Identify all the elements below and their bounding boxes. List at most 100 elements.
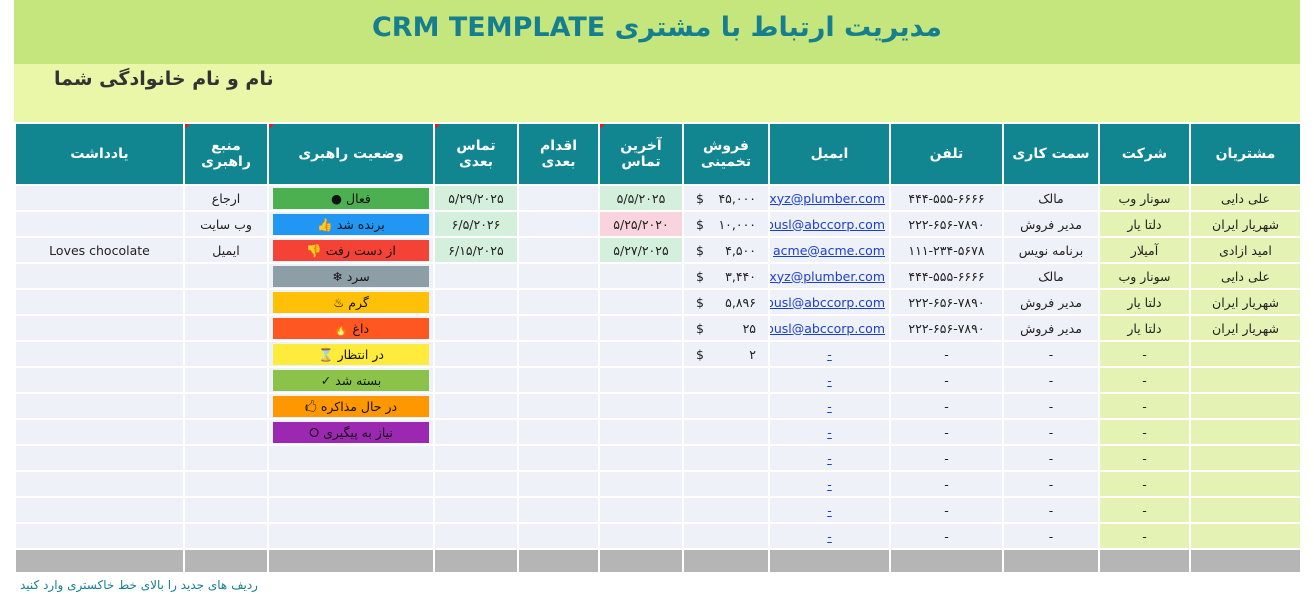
table-row[interactable]: علی دایی سونار وب مالک ۴۴۴-۵۵۵-۶۶۶۶ xyz@plum… <box>16 186 1300 212</box>
cell-next-contact[interactable]: ۶/۵/۲۰۲۶ <box>435 212 517 238</box>
cell-lead-status[interactable]: بسته شد ✓ <box>269 368 433 394</box>
cell-customer[interactable] <box>1191 394 1300 420</box>
cell-email[interactable]: acme@acme.com <box>770 238 889 264</box>
cell-customer[interactable] <box>1191 446 1300 472</box>
email-link[interactable]: - <box>827 372 832 388</box>
cell-next-action[interactable] <box>519 394 598 420</box>
col-email[interactable]: ایمیل <box>770 124 889 186</box>
cell-estimated-sales[interactable] <box>684 368 768 394</box>
cell-role[interactable]: - <box>1004 394 1098 420</box>
cell-lead-status[interactable]: از دست رفت 👎 <box>269 238 433 264</box>
cell-company[interactable]: - <box>1100 342 1189 368</box>
email-link[interactable]: - <box>827 398 832 414</box>
email-link[interactable]: busl@abccorp.com <box>770 320 885 336</box>
cell-company[interactable]: سونار وب <box>1100 264 1189 290</box>
cell-lead-status[interactable]: داغ 🔥 <box>269 316 433 342</box>
cell-email[interactable]: xyz@plumber.com <box>770 186 889 212</box>
cell-company[interactable]: - <box>1100 368 1189 394</box>
email-link[interactable]: - <box>827 528 832 544</box>
table-row[interactable]: شهریار ایران دلتا یار مدیر فروش ۲۲۲-۶۵۶-۷۸۹… <box>16 290 1300 316</box>
cell-note[interactable] <box>16 186 183 212</box>
cell-role[interactable]: مالک <box>1004 264 1098 290</box>
email-link[interactable]: - <box>827 450 832 466</box>
cell-estimated-sales[interactable] <box>684 472 768 498</box>
cell-estimated-sales[interactable] <box>684 394 768 420</box>
col-next-action[interactable]: اقدام بعدی <box>519 124 598 186</box>
cell-lead-status[interactable]: فعال ● <box>269 186 433 212</box>
cell-customer[interactable]: شهریار ایران <box>1191 316 1300 342</box>
cell-note[interactable] <box>16 420 183 446</box>
cell-lead-source[interactable] <box>185 524 267 550</box>
cell-lead-source[interactable]: ارجاع <box>185 186 267 212</box>
cell-customer[interactable]: شهریار ایران <box>1191 212 1300 238</box>
cell-last-contact[interactable] <box>600 316 682 342</box>
cell-role[interactable]: - <box>1004 420 1098 446</box>
email-link[interactable]: acme@acme.com <box>773 242 885 258</box>
cell-email[interactable]: - <box>770 446 889 472</box>
cell-phone[interactable]: - <box>891 394 1002 420</box>
cell-estimated-sales[interactable]: $۴۵,۰۰۰ <box>684 186 768 212</box>
col-customers[interactable]: مشتریان <box>1191 124 1300 186</box>
cell-next-action[interactable] <box>519 342 598 368</box>
cell-last-contact[interactable] <box>600 420 682 446</box>
cell-customer[interactable] <box>1191 524 1300 550</box>
cell-next-action[interactable] <box>519 264 598 290</box>
email-link[interactable]: - <box>827 346 832 362</box>
cell-phone[interactable]: ۲۲۲-۶۵۶-۷۸۹۰ <box>891 316 1002 342</box>
cell-estimated-sales[interactable]: $۲۵ <box>684 316 768 342</box>
cell-company[interactable]: سونار وب <box>1100 186 1189 212</box>
cell-customer[interactable]: علی دایی <box>1191 264 1300 290</box>
cell-email[interactable]: - <box>770 342 889 368</box>
cell-company[interactable]: - <box>1100 524 1189 550</box>
cell-estimated-sales[interactable] <box>684 420 768 446</box>
cell-last-contact[interactable] <box>600 472 682 498</box>
email-link[interactable]: - <box>827 476 832 492</box>
email-link[interactable]: busl@abccorp.com <box>770 294 885 310</box>
cell-lead-source[interactable] <box>185 394 267 420</box>
cell-role[interactable]: - <box>1004 498 1098 524</box>
cell-phone[interactable]: ۴۴۴-۵۵۵-۶۶۶۶ <box>891 186 1002 212</box>
cell-last-contact[interactable] <box>600 342 682 368</box>
cell-estimated-sales[interactable]: $۳,۴۴۰ <box>684 264 768 290</box>
cell-next-action[interactable] <box>519 446 598 472</box>
cell-next-contact[interactable] <box>435 316 517 342</box>
col-estimated-sales[interactable]: فروش تخمینی <box>684 124 768 186</box>
cell-note[interactable]: Loves chocolate <box>16 238 183 264</box>
cell-role[interactable]: - <box>1004 368 1098 394</box>
cell-email[interactable]: busl@abccorp.com <box>770 290 889 316</box>
col-lead-source[interactable]: منبع راهبری <box>185 124 267 186</box>
cell-email[interactable]: - <box>770 524 889 550</box>
cell-email[interactable]: - <box>770 420 889 446</box>
cell-estimated-sales[interactable]: $۵,۸۹۶ <box>684 290 768 316</box>
cell-phone[interactable]: - <box>891 368 1002 394</box>
cell-lead-status[interactable]: در حال مذاکره 🖒 <box>269 394 433 420</box>
cell-lead-status[interactable]: سرد ❄ <box>269 264 433 290</box>
cell-last-contact[interactable]: ۵/۲۵/۲۰۲۰ <box>600 212 682 238</box>
cell-role[interactable]: مالک <box>1004 186 1098 212</box>
cell-lead-source[interactable] <box>185 264 267 290</box>
cell-role[interactable]: - <box>1004 342 1098 368</box>
cell-next-contact[interactable] <box>435 290 517 316</box>
cell-note[interactable] <box>16 368 183 394</box>
cell-note[interactable] <box>16 342 183 368</box>
cell-lead-source[interactable] <box>185 472 267 498</box>
col-next-contact[interactable]: تماس بعدی <box>435 124 517 186</box>
cell-note[interactable] <box>16 472 183 498</box>
cell-note[interactable] <box>16 264 183 290</box>
cell-lead-status[interactable]: گرم ♨ <box>269 290 433 316</box>
cell-next-contact[interactable] <box>435 342 517 368</box>
cell-role[interactable]: مدیر فروش <box>1004 212 1098 238</box>
cell-customer[interactable] <box>1191 472 1300 498</box>
cell-customer[interactable]: علی دایی <box>1191 186 1300 212</box>
cell-company[interactable]: - <box>1100 472 1189 498</box>
cell-phone[interactable]: - <box>891 446 1002 472</box>
col-note[interactable]: یادداشت <box>16 124 183 186</box>
table-row[interactable]: شهریار ایران دلتا یار مدیر فروش ۲۲۲-۶۵۶-۷۸۹… <box>16 316 1300 342</box>
cell-customer[interactable] <box>1191 368 1300 394</box>
cell-note[interactable] <box>16 498 183 524</box>
cell-role[interactable]: مدیر فروش <box>1004 316 1098 342</box>
cell-customer[interactable] <box>1191 342 1300 368</box>
cell-estimated-sales[interactable] <box>684 446 768 472</box>
cell-company[interactable]: - <box>1100 394 1189 420</box>
cell-lead-source[interactable] <box>185 420 267 446</box>
